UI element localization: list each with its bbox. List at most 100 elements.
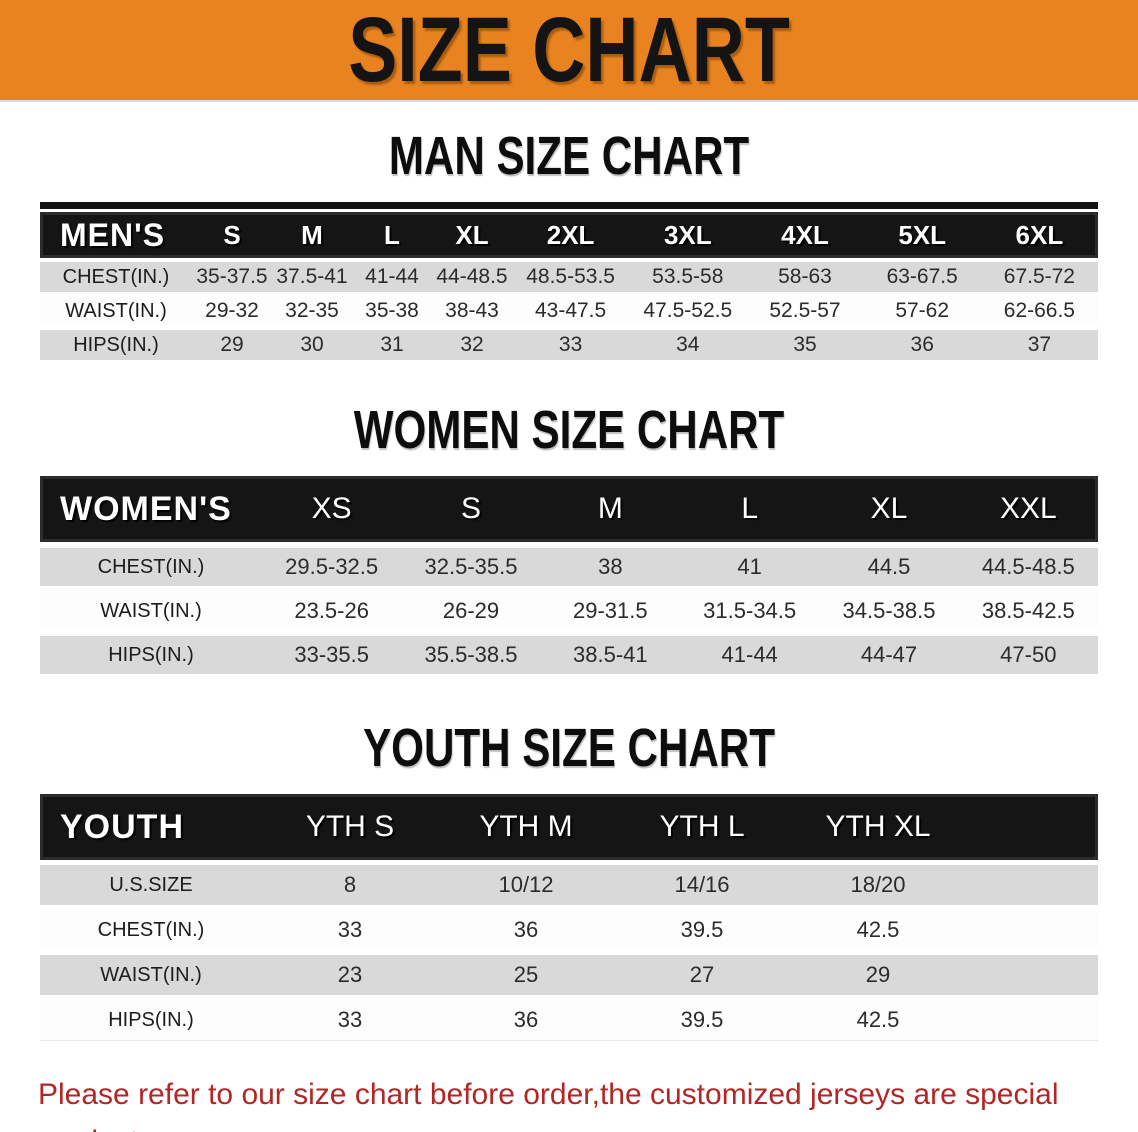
mens-cell-4: 44-48.5: [436, 265, 508, 288]
mens-cell-2: 30: [300, 333, 324, 356]
youth-cell-4: 29: [865, 962, 891, 987]
mens-header-cell-5: 2XL: [546, 219, 595, 250]
youth-cell-3: 39.5: [680, 917, 724, 942]
youth-heading-text: YOUTH SIZE CHART: [363, 718, 775, 778]
womens-cell-1: 33-35.5: [294, 642, 369, 667]
mens-header-cell-3: L: [384, 219, 400, 250]
womens-header-cell-3: M: [597, 492, 623, 525]
youth-data-row: U.S.SIZE 8 10/12 14/16 18/20: [40, 865, 1098, 905]
mens-cell-3: 41-44: [365, 265, 419, 288]
mens-heading: MAN SIZE CHART: [0, 126, 1138, 186]
mens-cell-7: 58-63: [778, 265, 832, 288]
youth-section: YOUTH SIZE CHART YOUTH YTH S YTH M YTH L YTH…: [0, 718, 1138, 1041]
womens-cell-0: CHEST(IN.): [97, 555, 205, 578]
mens-data-row: WAIST(IN.) 29-32 32-35 35-38 38-43 43-47.5 47.…: [40, 296, 1098, 326]
womens-cell-5: 44.5: [867, 554, 911, 579]
mens-cell-6: 34: [676, 333, 700, 356]
mens-cell-8: 36: [910, 333, 934, 356]
womens-cell-4: 41-44: [721, 642, 778, 667]
mens-data-row: HIPS(IN.) 29 30 31 32 33 34 35 36 37: [40, 330, 1098, 360]
youth-cell-3: 14/16: [674, 872, 730, 897]
mens-table-top-border: [40, 202, 1098, 209]
womens-header-cell-2: S: [460, 492, 481, 525]
womens-data-row: WAIST(IN.) 23.5-26 26-29 29-31.5 31.5-34.5 34…: [40, 592, 1098, 630]
womens-size-table: WOMEN'S XS S M L XL XXL CHEST(IN.) 29.5-32.5 32.5…: [40, 476, 1098, 674]
mens-cell-2: 32-35: [285, 299, 339, 322]
mens-heading-text: MAN SIZE CHART: [388, 126, 750, 186]
youth-cell-3: 39.5: [680, 1007, 724, 1032]
mens-header-cell-6: 3XL: [663, 219, 712, 250]
womens-table-wrap: WOMEN'S XS S M L XL XXL CHEST(IN.) 29.5-32.5 32.5…: [40, 476, 1098, 674]
youth-cell-4: 42.5: [856, 917, 900, 942]
disclaimer-line1: Please refer to our size chart before or…: [38, 1078, 1059, 1132]
youth-cell-0: WAIST(IN.): [100, 963, 202, 986]
mens-cell-4: 38-43: [445, 299, 499, 322]
mens-cell-7: 52.5-57: [769, 299, 841, 322]
mens-header-cell-0: MEN'S: [60, 216, 166, 253]
womens-cell-3: 38.5-41: [573, 642, 648, 667]
womens-header-row: WOMEN'S XS S M L XL XXL: [40, 476, 1098, 542]
womens-header-cell-1: XS: [311, 492, 352, 525]
mens-cell-0: CHEST(IN.): [62, 265, 170, 288]
youth-header-cell-4: YTH XL: [825, 810, 931, 843]
womens-cell-4: 41: [737, 554, 762, 579]
mens-table-wrap: MEN'S S M L XL 2XL 3XL 4XL 5XL 6XL CHEST(IN.) 35-37…: [40, 202, 1098, 360]
mens-cell-8: 57-62: [895, 299, 950, 322]
womens-cell-1: 23.5-26: [294, 598, 369, 623]
youth-cell-1: 8: [343, 872, 357, 897]
womens-heading-text: WOMEN SIZE CHART: [353, 400, 785, 460]
youth-cell-0: HIPS(IN.): [108, 1008, 194, 1031]
womens-cell-4: 31.5-34.5: [703, 598, 797, 623]
womens-cell-6: 44.5-48.5: [981, 554, 1075, 579]
mens-header-cell-7: 4XL: [781, 219, 829, 250]
mens-header-cell-4: XL: [455, 219, 489, 250]
womens-header-cell-6: XXL: [999, 492, 1057, 525]
youth-header-cell-1: YTH S: [305, 810, 395, 843]
womens-cell-5: 34.5-38.5: [842, 598, 936, 623]
womens-cell-5: 44-47: [860, 642, 918, 667]
youth-cell-0: U.S.SIZE: [109, 873, 193, 896]
mens-cell-4: 32: [460, 333, 484, 356]
youth-cell-2: 36: [513, 917, 539, 942]
youth-cell-1: 33: [337, 1007, 363, 1032]
youth-size-table: YOUTH YTH S YTH M YTH L YTH XL U.S.SIZE 8 10/12…: [40, 794, 1098, 1041]
mens-size-table: MEN'S S M L XL 2XL 3XL 4XL 5XL 6XL CHEST(IN.) 35-37…: [40, 212, 1098, 360]
womens-section: WOMEN SIZE CHART WOMEN'S XS S M L XL XXL CHEST(…: [0, 400, 1138, 674]
youth-header-cell-3: YTH L: [659, 810, 745, 843]
womens-cell-0: WAIST(IN.): [100, 599, 202, 622]
womens-cell-3: 29-31.5: [573, 598, 648, 623]
womens-cell-0: HIPS(IN.): [108, 643, 194, 666]
youth-data-row: HIPS(IN.) 33 36 39.5 42.5: [40, 1000, 1098, 1040]
youth-cell-1: 33: [337, 917, 363, 942]
youth-cell-2: 10/12: [498, 872, 554, 897]
mens-data-row: CHEST(IN.) 35-37.5 37.5-41 41-44 44-48.5 48.5…: [40, 262, 1098, 292]
mens-cell-3: 31: [380, 333, 404, 356]
youth-cell-4: 18/20: [850, 872, 906, 897]
mens-cell-1: 29-32: [205, 299, 259, 322]
mens-cell-5: 43-47.5: [534, 299, 607, 322]
womens-header-cell-4: L: [741, 492, 758, 525]
womens-heading: WOMEN SIZE CHART: [0, 400, 1138, 460]
mens-cell-2: 37.5-41: [276, 265, 348, 288]
mens-cell-8: 63-67.5: [886, 265, 958, 288]
mens-cell-1: 29: [220, 333, 244, 356]
mens-header-cell-9: 6XL: [1015, 219, 1064, 250]
mens-cell-5: 48.5-53.5: [526, 265, 615, 288]
mens-cell-0: HIPS(IN.): [73, 333, 159, 356]
womens-cell-2: 26-29: [442, 598, 500, 623]
mens-cell-1: 35-37.5: [196, 265, 268, 288]
youth-cell-4: 42.5: [856, 1007, 900, 1032]
youth-table-wrap: YOUTH YTH S YTH M YTH L YTH XL U.S.SIZE 8 10/12…: [40, 794, 1098, 1041]
youth-header-cell-2: YTH M: [479, 810, 573, 843]
womens-cell-1: 29.5-32.5: [285, 554, 379, 579]
youth-cell-2: 25: [513, 962, 539, 987]
womens-cell-3: 38: [598, 554, 623, 579]
mens-cell-9: 67.5-72: [1003, 265, 1075, 288]
womens-header-cell-5: XL: [870, 492, 908, 525]
womens-data-row: HIPS(IN.) 33-35.5 35.5-38.5 38.5-41 41-44 44-…: [40, 636, 1098, 674]
mens-header-cell-2: M: [301, 219, 323, 250]
youth-heading: YOUTH SIZE CHART: [0, 718, 1138, 778]
mens-header-cell-8: 5XL: [898, 219, 947, 250]
youth-data-row: CHEST(IN.) 33 36 39.5 42.5: [40, 910, 1098, 950]
